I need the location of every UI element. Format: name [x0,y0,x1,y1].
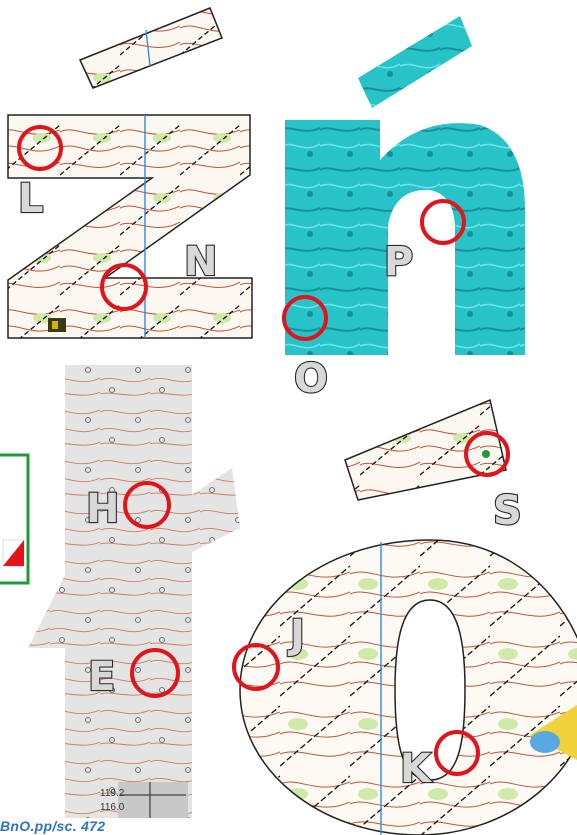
spot-height-b: 116.0 [100,802,125,813]
label-e: E [88,654,115,700]
footer-caption: BnO.pp/sc. 472 [0,818,106,834]
control-circles [17,125,510,776]
label-j: J [287,612,305,658]
grey-map-strip [28,365,240,818]
control-circle-l [17,125,63,171]
map-strip-top [78,7,223,89]
control-circle-p [420,199,466,245]
control-circle-s [464,431,510,477]
lidar-accent [358,16,472,108]
label-s: S [493,488,522,534]
label-l: L [18,176,44,222]
label-o: O [294,356,328,402]
control-circle-o [282,295,328,341]
control-circle-j [232,643,280,691]
control-circle-k [434,730,480,776]
control-circle-n [100,263,148,311]
control-labels: L N P O H S J E K [17,175,523,793]
spot-height-a: 119.2 [100,788,125,799]
label-h: H [86,486,119,532]
z-letter-map [7,114,253,339]
label-k: K [400,746,433,792]
map-strip-right [344,398,507,501]
label-p: P [384,239,413,285]
control-circle-h [123,481,171,529]
label-n: N [184,239,217,285]
control-flag-frame [0,453,30,585]
control-circle-e [130,648,180,698]
n-letter-lidar [285,120,525,355]
